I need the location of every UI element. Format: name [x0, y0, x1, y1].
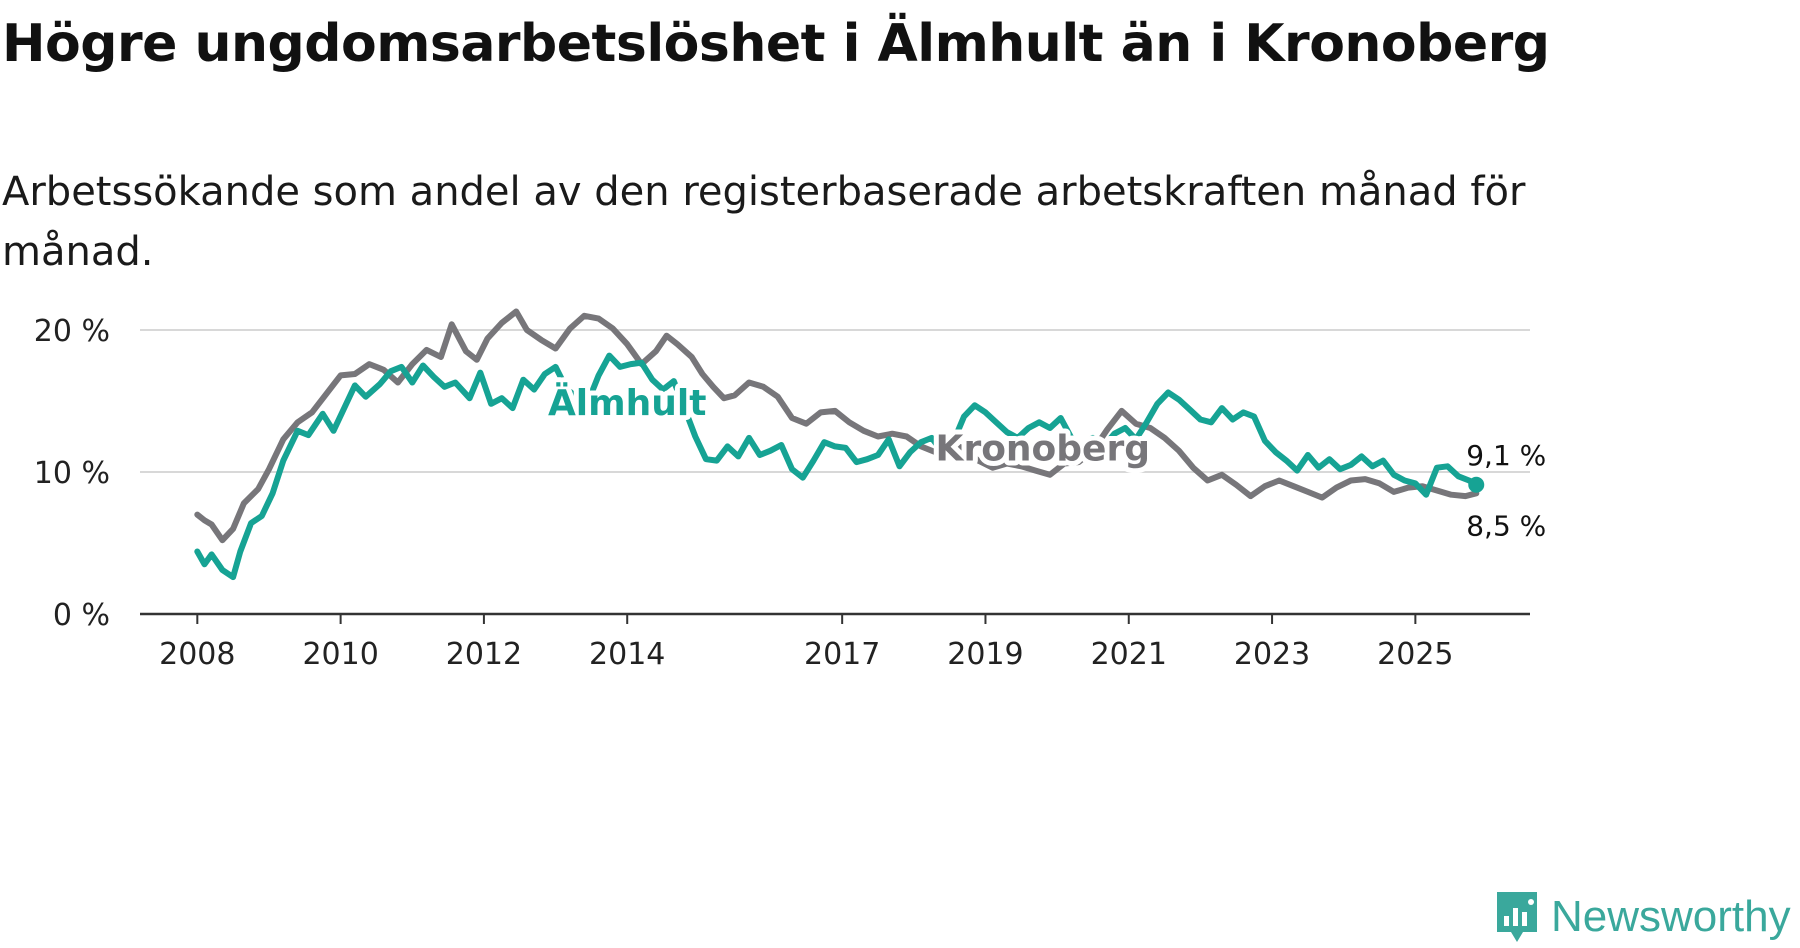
- y-tick-label: 20 %: [34, 314, 110, 349]
- chart-subtitle: Arbetssökande som andel av den registerb…: [2, 169, 1526, 275]
- series-lines: [194, 308, 1485, 581]
- series-labels: 8,5 % Kronoberg 9,1 % Älmhult: [543, 377, 1546, 542]
- x-tick-label: 2019: [947, 637, 1023, 672]
- series-label-kronoberg: Kronoberg: [936, 429, 1150, 470]
- series-line-kronoberg: [194, 308, 1480, 544]
- x-tick-label: 2010: [302, 637, 378, 672]
- y-tick-label: 10 %: [34, 456, 110, 491]
- end-value-label-kronoberg: 8,5 %: [1466, 509, 1546, 542]
- series-label-almhult: Älmhult: [548, 382, 707, 424]
- y-axis-ticks: 0 % 10 % 20 %: [34, 314, 110, 633]
- chart-title: Högre ungdomsarbetslöshet i Älmhult än i…: [2, 14, 1550, 74]
- x-axis-ticks: 2008 2010 2012 2014 2017 2019 2021 2023 2025: [159, 614, 1454, 672]
- x-tick-label: 2023: [1234, 637, 1310, 672]
- newsworthy-logo-icon: [1497, 892, 1537, 942]
- end-value-label-almhult: 9,1 %: [1466, 439, 1546, 472]
- x-tick-label: 2008: [159, 637, 235, 672]
- series-line-almhult: [194, 352, 1480, 581]
- x-tick-label: 2014: [589, 637, 665, 672]
- x-tick-label: 2025: [1377, 637, 1453, 672]
- x-tick-label: 2017: [804, 637, 880, 672]
- y-tick-label: 0 %: [53, 598, 110, 633]
- x-tick-label: 2012: [446, 637, 522, 672]
- x-tick-label: 2021: [1091, 637, 1167, 672]
- end-point-almhult: [1468, 476, 1485, 493]
- brand-name: Newsworthy: [1551, 892, 1791, 941]
- newsworthy-logo: Newsworthy: [1493, 888, 1791, 946]
